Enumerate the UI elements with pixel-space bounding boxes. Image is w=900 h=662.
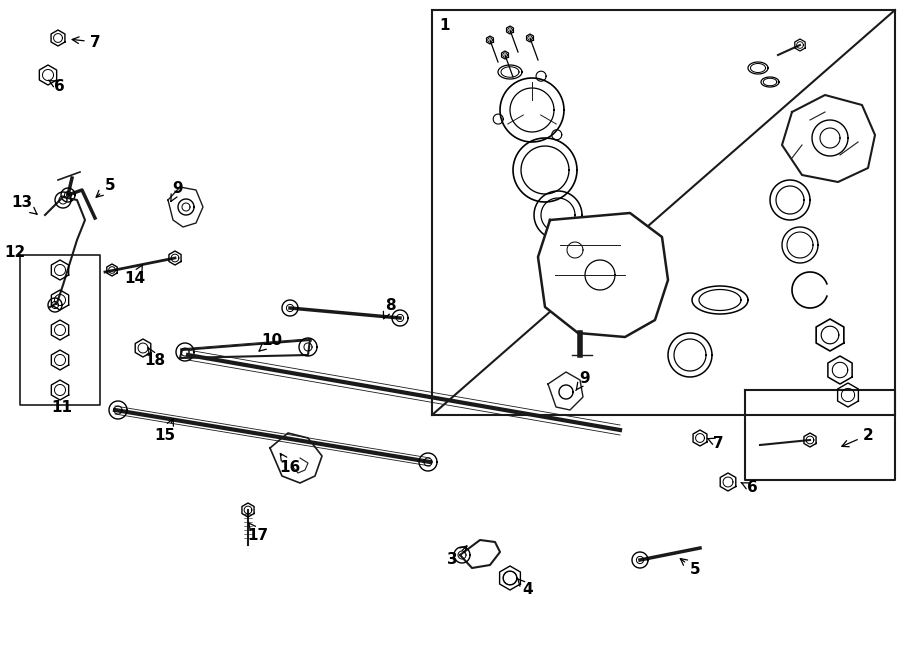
Text: 15: 15: [155, 419, 176, 444]
Text: 7: 7: [72, 34, 100, 50]
Text: 9: 9: [171, 181, 184, 201]
Text: 10: 10: [259, 332, 283, 351]
Text: 16: 16: [279, 453, 301, 475]
Text: 14: 14: [124, 265, 146, 285]
Text: 4: 4: [518, 579, 534, 598]
Text: 1: 1: [440, 17, 450, 32]
Text: 18: 18: [144, 348, 166, 367]
Polygon shape: [538, 213, 668, 337]
Polygon shape: [782, 95, 875, 182]
Text: 6: 6: [742, 481, 758, 495]
Text: 6: 6: [49, 79, 65, 93]
Text: 17: 17: [248, 522, 268, 542]
Text: 2: 2: [842, 428, 873, 447]
Text: 13: 13: [12, 195, 37, 214]
Text: 3: 3: [446, 546, 467, 567]
Text: 5: 5: [680, 559, 700, 577]
Text: 5: 5: [96, 177, 115, 197]
Text: 7: 7: [707, 436, 724, 451]
Polygon shape: [180, 340, 310, 358]
Text: 11: 11: [51, 401, 73, 416]
Text: 12: 12: [4, 244, 25, 260]
Text: 9: 9: [576, 371, 590, 391]
Text: 8: 8: [383, 297, 395, 319]
